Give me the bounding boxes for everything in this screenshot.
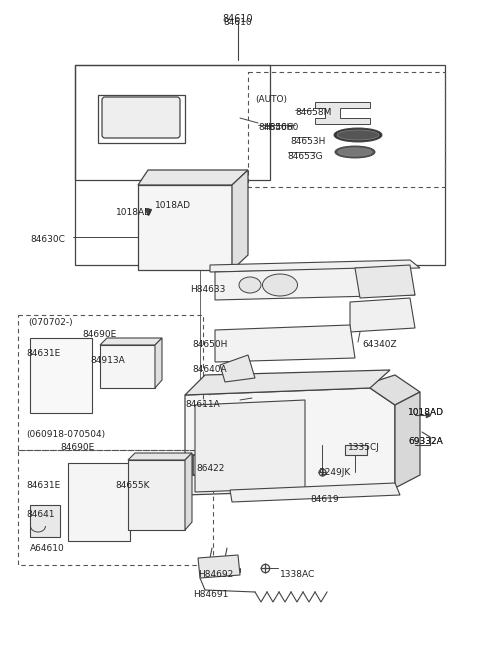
Text: (070702-): (070702-) — [28, 318, 72, 327]
Text: 84631E: 84631E — [26, 349, 60, 358]
Text: 84913A: 84913A — [90, 356, 125, 365]
Text: 84611A: 84611A — [185, 400, 220, 409]
Ellipse shape — [239, 277, 261, 293]
Polygon shape — [185, 388, 395, 495]
Bar — [75, 65, 270, 180]
Text: 1018AD: 1018AD — [116, 208, 152, 217]
Polygon shape — [215, 325, 355, 362]
Text: (AUTO): (AUTO) — [255, 95, 287, 104]
Text: 84658M: 84658M — [295, 108, 331, 117]
Polygon shape — [210, 260, 420, 272]
Text: 84631E: 84631E — [26, 481, 60, 490]
Text: 84630C: 84630C — [30, 235, 65, 244]
Bar — [68, 463, 130, 541]
Text: 69332A: 69332A — [408, 437, 443, 446]
Polygon shape — [230, 483, 400, 502]
Polygon shape — [350, 298, 415, 332]
Polygon shape — [100, 338, 162, 345]
Text: 1018AD: 1018AD — [408, 408, 444, 417]
FancyBboxPatch shape — [102, 97, 180, 138]
Polygon shape — [355, 265, 415, 298]
Polygon shape — [370, 375, 420, 405]
Ellipse shape — [335, 146, 375, 158]
Polygon shape — [315, 102, 370, 124]
Text: 1335CJ: 1335CJ — [348, 443, 380, 452]
Text: 84650H: 84650H — [258, 123, 293, 132]
Text: 84641: 84641 — [26, 510, 55, 519]
Bar — [345, 445, 367, 455]
Text: 84650H: 84650H — [192, 340, 228, 349]
Text: H84692: H84692 — [198, 570, 233, 579]
Text: A64610: A64610 — [30, 544, 65, 553]
Polygon shape — [185, 453, 192, 530]
Bar — [248, 72, 445, 187]
Polygon shape — [128, 453, 192, 460]
Text: 1018AD: 1018AD — [155, 201, 191, 209]
Text: 84690E: 84690E — [82, 330, 116, 339]
Ellipse shape — [334, 128, 382, 142]
Polygon shape — [138, 185, 232, 270]
Ellipse shape — [338, 148, 372, 156]
Polygon shape — [220, 355, 255, 382]
Bar — [98, 95, 185, 143]
Text: 84690E: 84690E — [60, 443, 94, 452]
Text: 84653G: 84653G — [287, 152, 323, 161]
Ellipse shape — [337, 130, 379, 140]
Polygon shape — [128, 460, 185, 530]
Text: 84619: 84619 — [310, 495, 338, 504]
Text: 84653H: 84653H — [290, 137, 325, 146]
Bar — [75, 65, 445, 265]
Bar — [30, 505, 60, 537]
Text: 1249JK: 1249JK — [320, 468, 351, 477]
Polygon shape — [195, 400, 305, 492]
Text: 1018AD: 1018AD — [408, 408, 444, 417]
Text: 84655K: 84655K — [115, 481, 149, 490]
Polygon shape — [100, 345, 155, 388]
Polygon shape — [198, 555, 240, 578]
Bar — [18, 315, 203, 450]
Bar — [30, 338, 92, 413]
Text: (060918-070504): (060918-070504) — [26, 430, 105, 439]
Ellipse shape — [263, 274, 298, 296]
Polygon shape — [232, 170, 248, 270]
Text: 69332A: 69332A — [408, 437, 443, 446]
Text: 84610: 84610 — [223, 14, 253, 24]
Bar — [18, 450, 213, 565]
Polygon shape — [395, 392, 420, 488]
Polygon shape — [185, 370, 390, 395]
Text: 1338AC: 1338AC — [280, 570, 315, 579]
Text: 86422: 86422 — [196, 464, 224, 473]
Text: 64340Z: 64340Z — [362, 340, 396, 349]
Text: 84610: 84610 — [224, 18, 252, 27]
Text: H84660: H84660 — [263, 123, 299, 132]
Text: 84640A: 84640A — [192, 365, 227, 374]
Text: H84633: H84633 — [190, 285, 226, 294]
Polygon shape — [215, 267, 415, 300]
Text: H84691: H84691 — [193, 590, 228, 599]
Polygon shape — [138, 170, 248, 185]
Polygon shape — [155, 338, 162, 388]
